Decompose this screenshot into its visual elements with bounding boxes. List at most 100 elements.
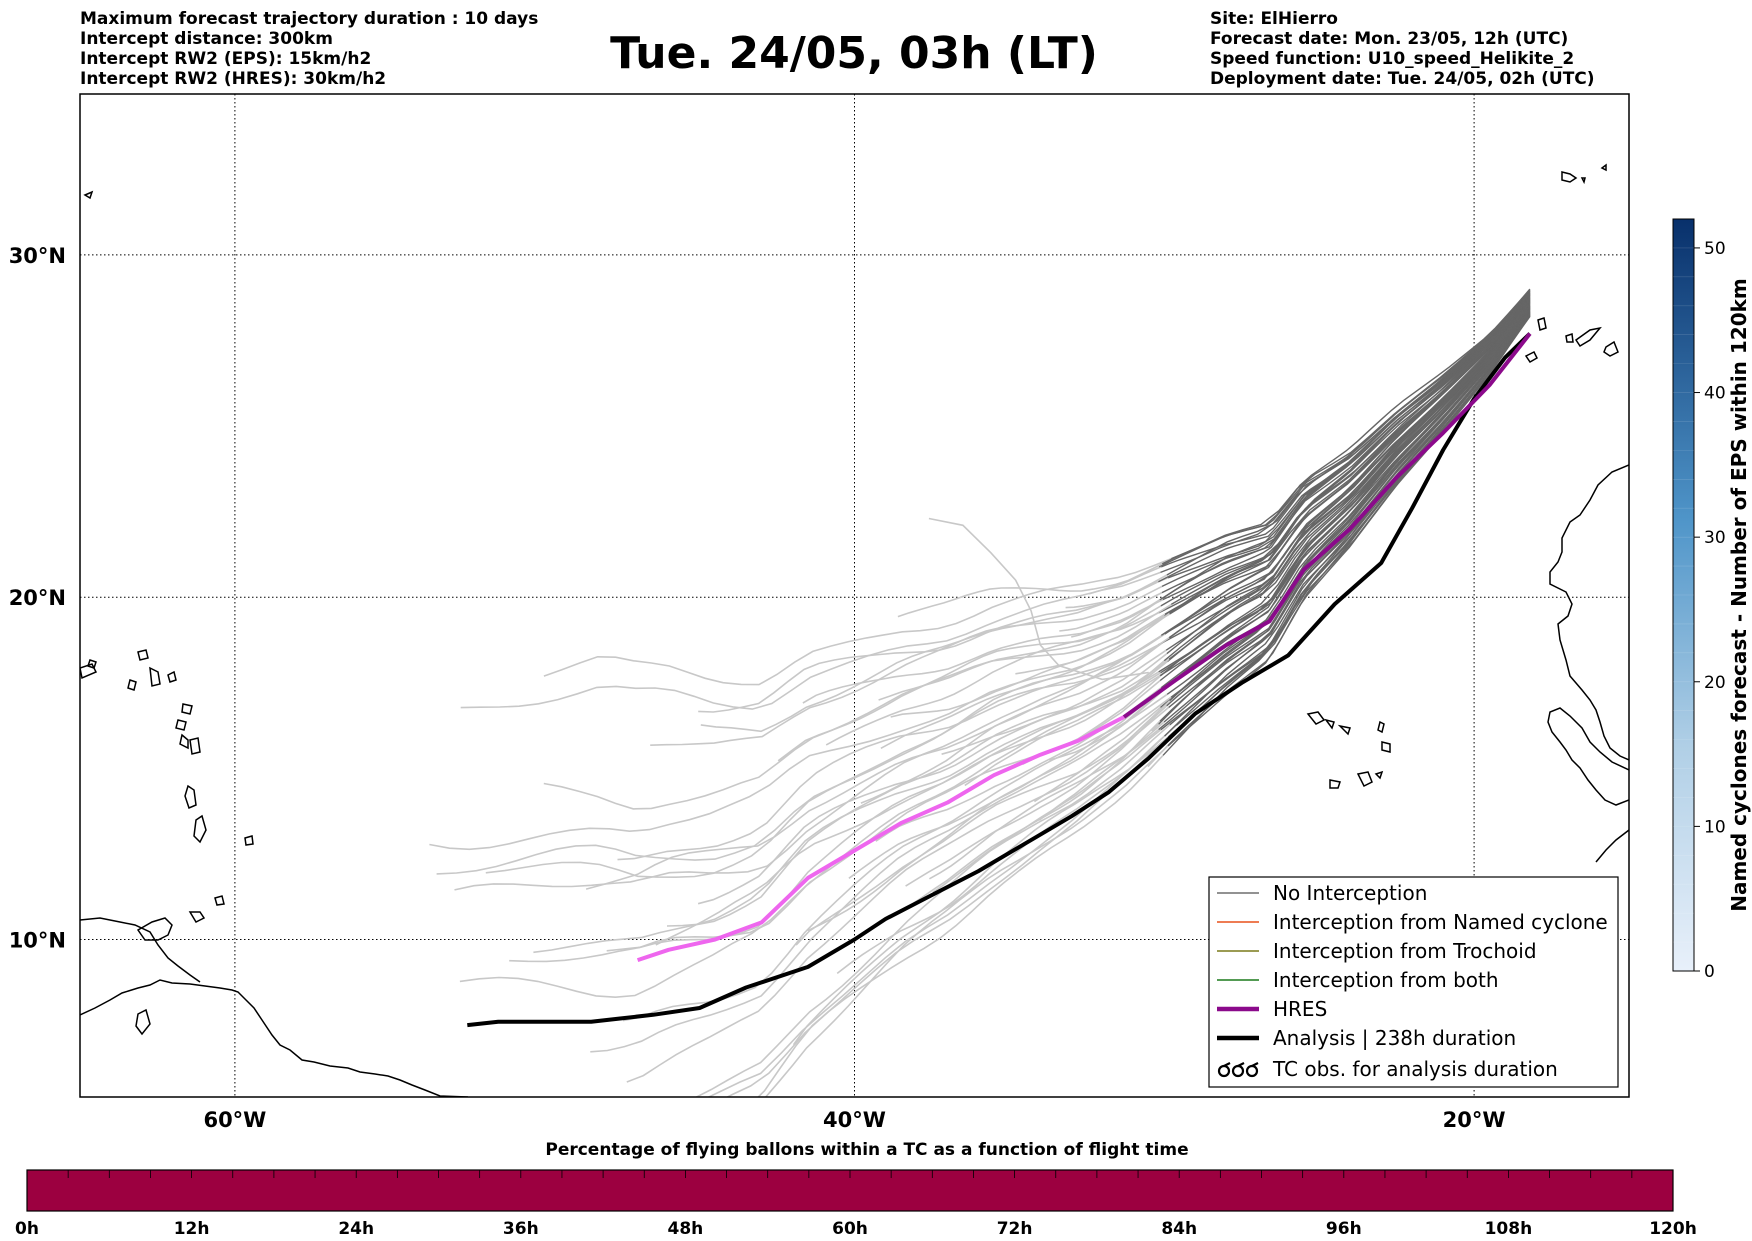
colorbar-bottom-tick-label-5: 60h <box>832 1219 868 1239</box>
lat-tick-label-1: 20°N <box>9 586 66 610</box>
colorbar-right-tick-label-4: 40 <box>1704 384 1726 404</box>
ensemble-trajectory-near-29 <box>1167 302 1531 662</box>
ensemble-trajectory-near-42 <box>1169 296 1531 615</box>
ensemble-trajectory-far-2 <box>764 745 1169 1097</box>
ensemble-trajectory-far-43 <box>1015 613 1166 675</box>
ensemble-trajectory-far-16 <box>795 700 1171 946</box>
colorbar-bottom-tick-label-6: 72h <box>997 1219 1033 1239</box>
coastline-trinidad <box>136 917 173 941</box>
ensemble-trajectories <box>429 288 1531 1097</box>
ensemble-trajectory-far-15 <box>1033 706 1162 803</box>
colorbar-right-tick-label-0: 0 <box>1704 962 1715 982</box>
ensemble-trajectory-far-18 <box>807 689 1163 932</box>
legend-label-0: No Interception <box>1273 881 1427 905</box>
header-left-line-2: Intercept RW2 (EPS): 15km/h2 <box>80 49 371 69</box>
ensemble-trajectory-far-28 <box>655 660 1165 946</box>
ensemble-trajectory-far-46 <box>777 605 1162 762</box>
tc-obs-marker-icon <box>1217 1062 1259 1078</box>
legend-entry-3: Interception from both <box>1217 968 1499 992</box>
ensemble-trajectory-far-41 <box>429 612 1171 851</box>
legend: No Interception Interception from Named … <box>1208 876 1619 1088</box>
coastline-antilles-8 <box>149 666 161 687</box>
coastline-antilles-3 <box>189 737 201 755</box>
coastline-capeverde-7 <box>1329 779 1341 789</box>
legend-label-1: Interception from Named cyclone <box>1273 910 1608 934</box>
ensemble-trajectory-near-59 <box>1161 288 1531 565</box>
colorbar-right: 0 10 20 30 40 50 Named cyclones forecast - Nu… <box>1672 218 1751 982</box>
ensemble-trajectory-near-40 <box>1163 297 1531 617</box>
coastline-canary-1 <box>1574 326 1602 348</box>
header-left-line-1: Intercept distance: 300km <box>80 29 333 49</box>
coastline-madeira-2 <box>1580 177 1586 185</box>
coastline-antilles-5 <box>175 719 187 731</box>
ensemble-trajectory-near-13 <box>1166 310 1531 707</box>
coastline-canary-5 <box>1524 350 1538 363</box>
coastline-madeira-3 <box>1600 163 1607 172</box>
colorbar-bottom-title: Percentage of flying ballons within a TC… <box>545 1140 1188 1160</box>
colorbar-bottom-tick-label-7: 84h <box>1161 1219 1197 1239</box>
ensemble-trajectory-far-33 <box>860 640 1166 804</box>
map-frame <box>79 93 1630 1098</box>
lat-tick-label-2: 10°N <box>9 929 66 953</box>
colorbar-right-tick-label-3: 30 <box>1704 528 1726 548</box>
colorbar-bottom-tick-label-4: 48h <box>668 1219 704 1239</box>
legend-entry-1: Interception from Named cyclone <box>1217 910 1608 934</box>
header-right-line-1: Forecast date: Mon. 23/05, 12h (UTC) <box>1210 29 1568 49</box>
coastline-africa <box>1549 464 1629 761</box>
ensemble-trajectory-far-47 <box>878 597 1164 701</box>
colorbar-bottom-tick-label-3: 36h <box>503 1219 539 1239</box>
ensemble-trajectory-far-40 <box>880 615 1165 750</box>
coastline-antilles-6 <box>181 703 193 715</box>
legend-label-4: HRES <box>1273 997 1327 1021</box>
colorbar-bottom-tick-label-0: 0h <box>15 1219 39 1239</box>
ensemble-trajectory-far-38 <box>617 633 1166 861</box>
lon-tick-label-2: 20°W <box>1443 1108 1506 1132</box>
ensemble-trajectory-far-56 <box>1088 566 1162 595</box>
coastline-antilles-11 <box>80 663 98 680</box>
ensemble-trajectory-far-58 <box>543 557 1172 686</box>
coastline-canary-2 <box>1603 340 1619 357</box>
deterministic-trajectories <box>467 332 1532 1028</box>
ensemble-trajectory-far-5 <box>792 736 1169 1046</box>
legend-label-2: Interception from Trochoid <box>1273 939 1537 963</box>
coastline-tobago <box>188 911 206 923</box>
legend-entry-5: Analysis | 238h duration <box>1217 1026 1516 1050</box>
coastline-antilles-15 <box>83 190 94 200</box>
ensemble-trajectory-far-13 <box>905 705 1168 887</box>
header-right: Site: ElHierro Forecast date: Mon. 23/05… <box>1210 9 1595 89</box>
ensemble-trajectory-far-55 <box>460 571 1161 710</box>
ensemble-trajectory-far-7 <box>694 724 1171 1097</box>
header-right-line-0: Site: ElHierro <box>1210 9 1338 29</box>
colorbar-right-bar <box>1672 218 1695 972</box>
colorbar-right-tick-label-5: 50 <box>1704 239 1726 259</box>
legend-entry-0: No Interception <box>1217 881 1427 905</box>
colorbar-bottom-tick-label-8: 96h <box>1326 1219 1362 1239</box>
coastline-antilles-9 <box>137 649 149 661</box>
header-right-line-2: Speed function: U10_speed_Helikite_2 <box>1210 49 1574 69</box>
coastline-capeverde-3 <box>1337 724 1351 736</box>
map-content <box>80 94 1629 1097</box>
colorbar-bottom-tick-label-2: 24h <box>338 1219 374 1239</box>
colorbar-right-label: Named cyclones forecast - Number of EPS … <box>1727 278 1751 912</box>
lat-tick-label-0: 30°N <box>9 244 66 268</box>
coastline-madeira <box>1561 171 1578 183</box>
ensemble-trajectory-far-59 <box>897 563 1163 618</box>
ensemble-trajectory-far-17 <box>590 696 1172 1053</box>
coastlines <box>80 163 1629 1097</box>
colorbar-right-tick-label-2: 20 <box>1704 673 1726 693</box>
ensemble-trajectory-far-50 <box>1059 591 1163 632</box>
ensemble-trajectory-far-42 <box>890 613 1171 718</box>
coastline-capeverde-4 <box>1377 720 1385 734</box>
coastline-antilles-7 <box>167 670 177 683</box>
colorbar-bottom: Percentage of flying ballons within a TC… <box>15 1140 1697 1239</box>
coastline-capeverde-6 <box>1356 771 1373 788</box>
legend-label-6: TC obs. for analysis duration <box>1272 1057 1558 1081</box>
coastline-capeverde-2 <box>1324 718 1335 730</box>
coastline-barbados <box>214 895 225 906</box>
ensemble-trajectory-far-34 <box>454 644 1159 891</box>
legend-box <box>1208 876 1619 1088</box>
colorbar-bottom-tick-label-10: 120h <box>1649 1219 1697 1239</box>
legend-entry-6: TC obs. for analysis duration <box>1217 1057 1558 1081</box>
